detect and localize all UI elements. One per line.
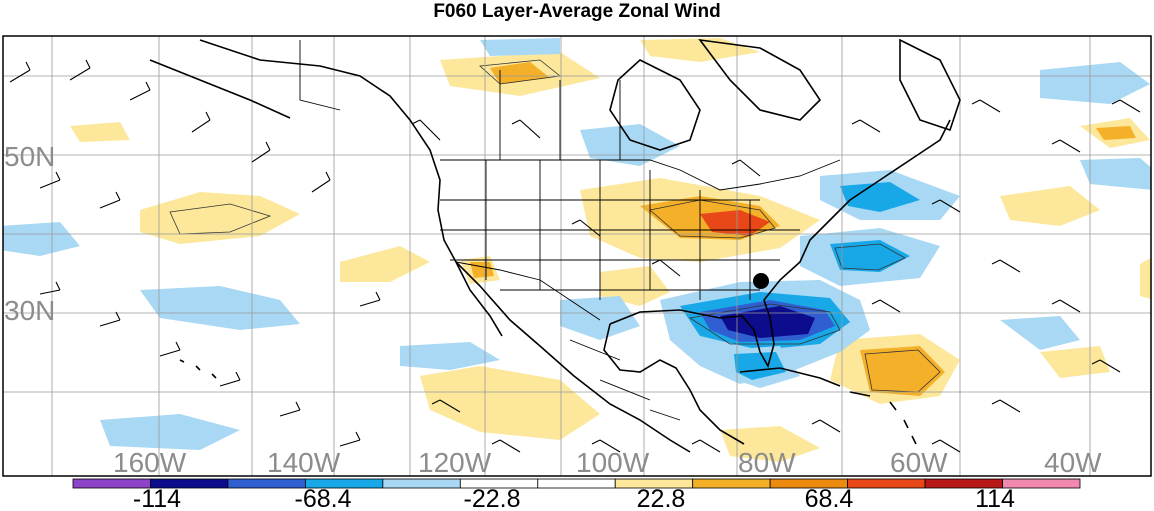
lat-lon-grid [3,36,1151,476]
colorbar-label-neg22: -22.8 [464,485,521,511]
wind-barbs [9,59,1141,453]
colorbar-swatch [382,478,461,489]
coastlines [149,38,961,453]
colorbar-swatch [847,478,926,489]
colorbar-label-pos22: 22.8 [637,485,686,511]
lon-label-100w: 100W [576,447,650,478]
lon-label-160w: 160W [113,447,187,478]
colorbar-label-pos114: 114 [975,485,1015,511]
wind-shading [3,38,1151,462]
colorbar-swatch [1002,478,1081,489]
colorbar-label-pos68: 68.4 [805,485,854,511]
political-borders [299,40,841,421]
colorbar-label-neg114: -114 [133,485,181,511]
lat-label-50n: 50N [4,141,55,172]
map-frame [2,35,1152,477]
colorbar-swatch [537,478,616,489]
lon-label-80w: 80W [738,447,796,478]
colorbar-swatch [692,478,771,489]
contour-lines [169,59,941,393]
map-title: F060 Layer-Average Zonal Wind [433,1,721,22]
lon-label-40w: 40W [1044,447,1102,478]
lon-label-60w: 60W [890,447,948,478]
storm-center-dot [753,273,769,289]
lon-label-140w: 140W [267,447,341,478]
colorbar-label-neg68: -68.4 [295,485,352,511]
colorbar [72,478,1081,489]
lat-label-30n: 30N [4,295,55,326]
lon-label-120w: 120W [418,447,492,478]
